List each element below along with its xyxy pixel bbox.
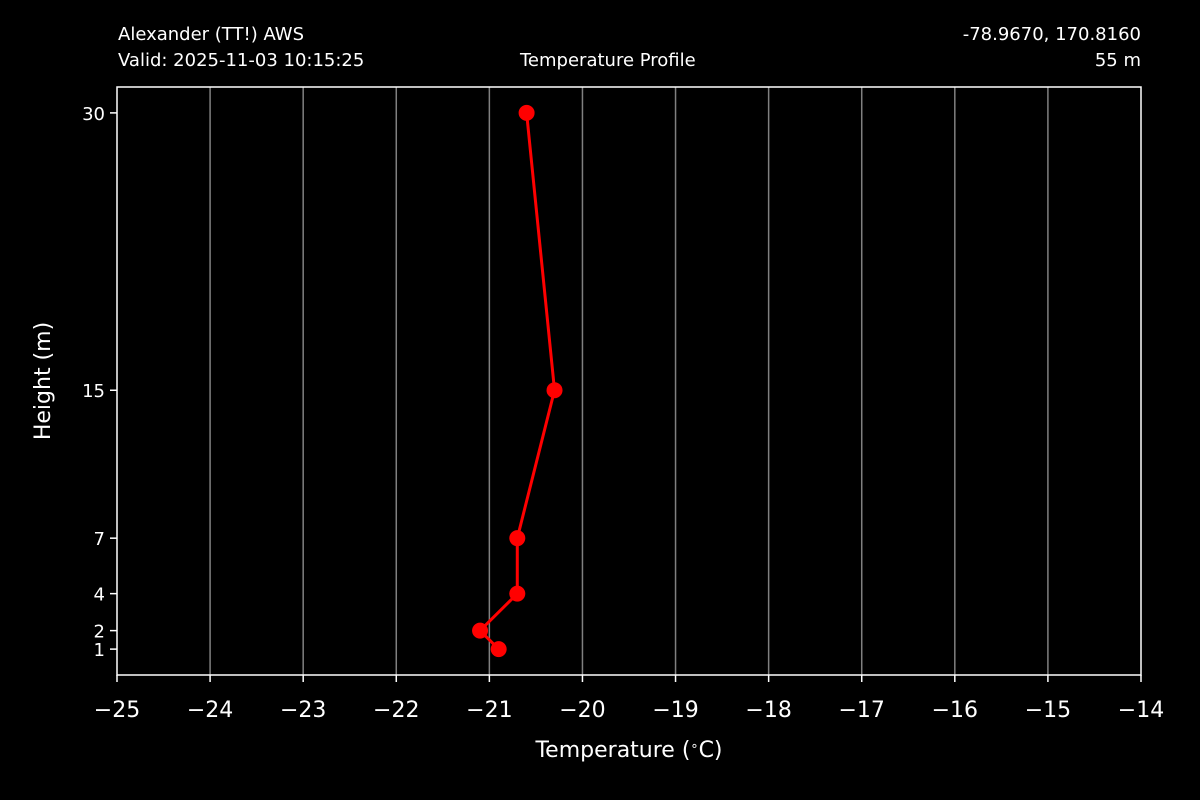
- data-point: [518, 104, 535, 121]
- x-tick-label: −16: [932, 698, 978, 723]
- y-tick-label: 15: [82, 381, 105, 402]
- y-axis-ticks: 12 4 7 15 30: [82, 104, 117, 661]
- data-point: [472, 622, 489, 639]
- station-name: Alexander (TT!) AWS: [118, 24, 304, 45]
- station-coordinates: -78.9670, 170.8160: [962, 24, 1141, 45]
- station-elevation: 55 m: [1094, 50, 1141, 71]
- x-axis-ticks: −25 −24 −23 −22 −21 −20 −19 −18 −17 −16 −15 −14: [94, 675, 1164, 723]
- chart-title: Temperature Profile: [520, 50, 696, 71]
- x-axis-label-text: Temperature (: [534, 738, 690, 763]
- x-tick-label: −21: [466, 698, 512, 723]
- temperature-line: [477, 112, 557, 651]
- data-point: [546, 382, 563, 399]
- x-tick-label: −14: [1118, 698, 1164, 723]
- x-tick-label: −17: [839, 698, 885, 723]
- x-tick-label: −20: [559, 698, 605, 723]
- x-tick-label: −15: [1025, 698, 1071, 723]
- y-tick-label: 4: [94, 585, 105, 606]
- temperature-series: [472, 104, 563, 658]
- x-tick-label: −22: [373, 698, 419, 723]
- x-axis-label-unit: C): [699, 738, 723, 763]
- data-point: [490, 641, 507, 658]
- y-tick-label: 7: [94, 529, 105, 550]
- y-axis-label: Height (m): [31, 322, 56, 440]
- data-point: [509, 530, 526, 547]
- y-tick-label: 2: [94, 622, 105, 643]
- plot-frame: [116, 86, 1142, 676]
- x-tick-label: −24: [187, 698, 233, 723]
- x-tick-label: −25: [94, 698, 140, 723]
- y-tick-label: 1: [94, 640, 105, 661]
- x-axis-label-degree: ∘: [690, 739, 698, 754]
- x-tick-label: −23: [280, 698, 326, 723]
- data-point: [509, 585, 526, 602]
- valid-time: Valid: 2025-11-03 10:15:25: [118, 50, 365, 71]
- x-tick-label: −19: [652, 698, 698, 723]
- y-tick-label: 30: [82, 104, 105, 125]
- x-axis-label: Temperature (∘C): [534, 738, 722, 763]
- x-tick-label: −18: [745, 698, 791, 723]
- grid-lines: [209, 87, 1049, 675]
